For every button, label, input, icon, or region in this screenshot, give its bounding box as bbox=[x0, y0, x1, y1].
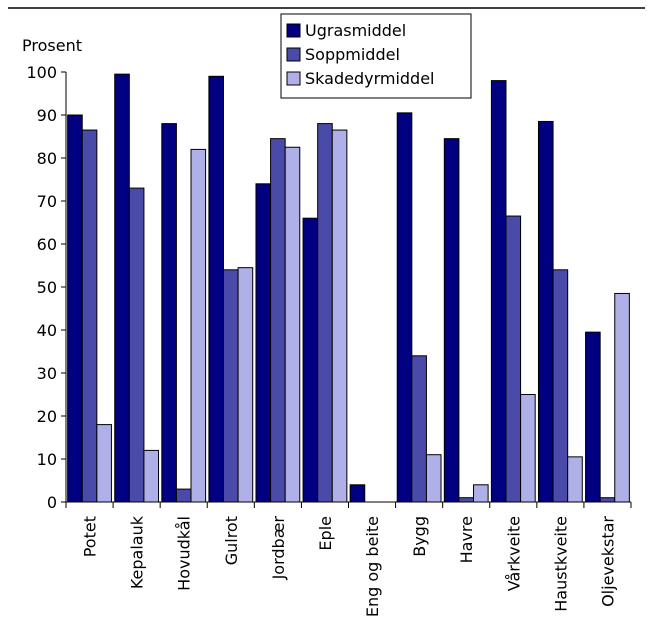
legend-label-Soppmiddel: Soppmiddel bbox=[305, 45, 400, 64]
x-tick-label-Oljevekstar: Oljevekstar bbox=[598, 516, 617, 607]
bar-Ugrasmiddel-Potet bbox=[67, 114, 83, 503]
y-tick-label-90: 90 bbox=[37, 106, 57, 125]
bar-Soppmiddel-Hovudkål bbox=[175, 488, 192, 503]
x-tick-label-Vårkveite: Vårkveite bbox=[504, 516, 523, 591]
x-tick-label-Eng og beite: Eng og beite bbox=[363, 516, 382, 617]
bar-Soppmiddel-Vårkveite bbox=[505, 215, 522, 503]
bar-Soppmiddel-Oljevekstar bbox=[599, 497, 616, 503]
bar-Skadedyrmiddel-Haustkveite bbox=[567, 456, 583, 503]
bar-Ugrasmiddel-Eng og beite bbox=[349, 484, 366, 503]
x-tick-label-Eple: Eple bbox=[316, 516, 335, 551]
y-tick-label-70: 70 bbox=[37, 192, 57, 211]
bar-Ugrasmiddel-Haustkveite bbox=[537, 120, 554, 503]
y-tick-label-30: 30 bbox=[37, 364, 57, 383]
bar-Ugrasmiddel-Kepalauk bbox=[114, 73, 130, 503]
bar-Ugrasmiddel-Vårkveite bbox=[490, 80, 507, 503]
y-tick-label-10: 10 bbox=[37, 450, 57, 469]
bar-Skadedyrmiddel-Oljevekstar bbox=[614, 292, 630, 503]
x-tick-label-Kepalauk: Kepalauk bbox=[128, 515, 147, 589]
y-tick-label-80: 80 bbox=[37, 149, 57, 168]
bar-Skadedyrmiddel-Kepalauk bbox=[143, 449, 160, 503]
y-tick-label-40: 40 bbox=[37, 321, 57, 340]
y-tick-label-20: 20 bbox=[37, 407, 57, 426]
bar-Ugrasmiddel-Gulrot bbox=[208, 75, 224, 503]
bar-Skadedyrmiddel-Vårkveite bbox=[520, 394, 536, 503]
bar-Ugrasmiddel-Bygg bbox=[396, 112, 413, 503]
x-tick-label-Gulrot: Gulrot bbox=[222, 516, 241, 565]
legend: Ugrasmiddel Soppmiddel Skadedyrmiddel bbox=[280, 13, 472, 99]
x-tick-label-Bygg: Bygg bbox=[410, 516, 429, 557]
bar-Ugrasmiddel-Hovudkål bbox=[161, 123, 177, 503]
bar-Skadedyrmiddel-Hovudkål bbox=[190, 148, 207, 503]
bar-Ugrasmiddel-Oljevekstar bbox=[585, 331, 601, 503]
bar-Soppmiddel-Gulrot bbox=[222, 269, 239, 503]
legend-swatch-Ugrasmiddel bbox=[286, 23, 301, 38]
x-tick-label-Hovudkål: Hovudkål bbox=[175, 516, 194, 591]
y-tick-label-0: 0 bbox=[47, 493, 57, 512]
bar-Soppmiddel-Eple bbox=[317, 123, 333, 503]
bar-Ugrasmiddel-Havre bbox=[443, 138, 460, 503]
y-tick-label-60: 60 bbox=[37, 235, 57, 254]
bar-Ugrasmiddel-Jordbær bbox=[255, 183, 272, 503]
bar-Soppmiddel-Bygg bbox=[411, 355, 427, 503]
x-tick-label-Jordbær: Jordbær bbox=[269, 516, 288, 581]
bar-Skadedyrmiddel-Havre bbox=[473, 484, 489, 503]
x-tick-label-Haustkveite: Haustkveite bbox=[551, 516, 570, 612]
bar-Skadedyrmiddel-Bygg bbox=[425, 454, 442, 503]
y-tick-label-50: 50 bbox=[37, 278, 57, 297]
bar-Skadedyrmiddel-Eple bbox=[331, 129, 348, 503]
plot-area bbox=[67, 73, 630, 503]
bar-Soppmiddel-Haustkveite bbox=[552, 269, 569, 503]
y-tick-label-100: 100 bbox=[26, 63, 57, 82]
bar-Skadedyrmiddel-Gulrot bbox=[237, 267, 254, 503]
bar-Soppmiddel-Potet bbox=[81, 129, 98, 503]
legend-swatch-Soppmiddel bbox=[286, 47, 301, 62]
x-tick-label-Potet: Potet bbox=[81, 516, 100, 557]
legend-box bbox=[280, 13, 472, 99]
bar-Skadedyrmiddel-Potet bbox=[96, 424, 112, 503]
bar-Soppmiddel-Havre bbox=[458, 497, 475, 503]
legend-label-Skadedyrmiddel: Skadedyrmiddel bbox=[305, 69, 435, 88]
bar-Soppmiddel-Jordbær bbox=[270, 138, 286, 503]
bar-Skadedyrmiddel-Jordbær bbox=[284, 146, 301, 503]
legend-swatch-Skadedyrmiddel bbox=[286, 71, 301, 86]
x-tick-label-Havre: Havre bbox=[457, 516, 476, 563]
bar-Soppmiddel-Kepalauk bbox=[128, 187, 145, 503]
legend-label-Ugrasmiddel: Ugrasmiddel bbox=[305, 21, 406, 40]
y-axis-label: Prosent bbox=[22, 36, 82, 55]
bar-Ugrasmiddel-Eple bbox=[302, 217, 319, 503]
